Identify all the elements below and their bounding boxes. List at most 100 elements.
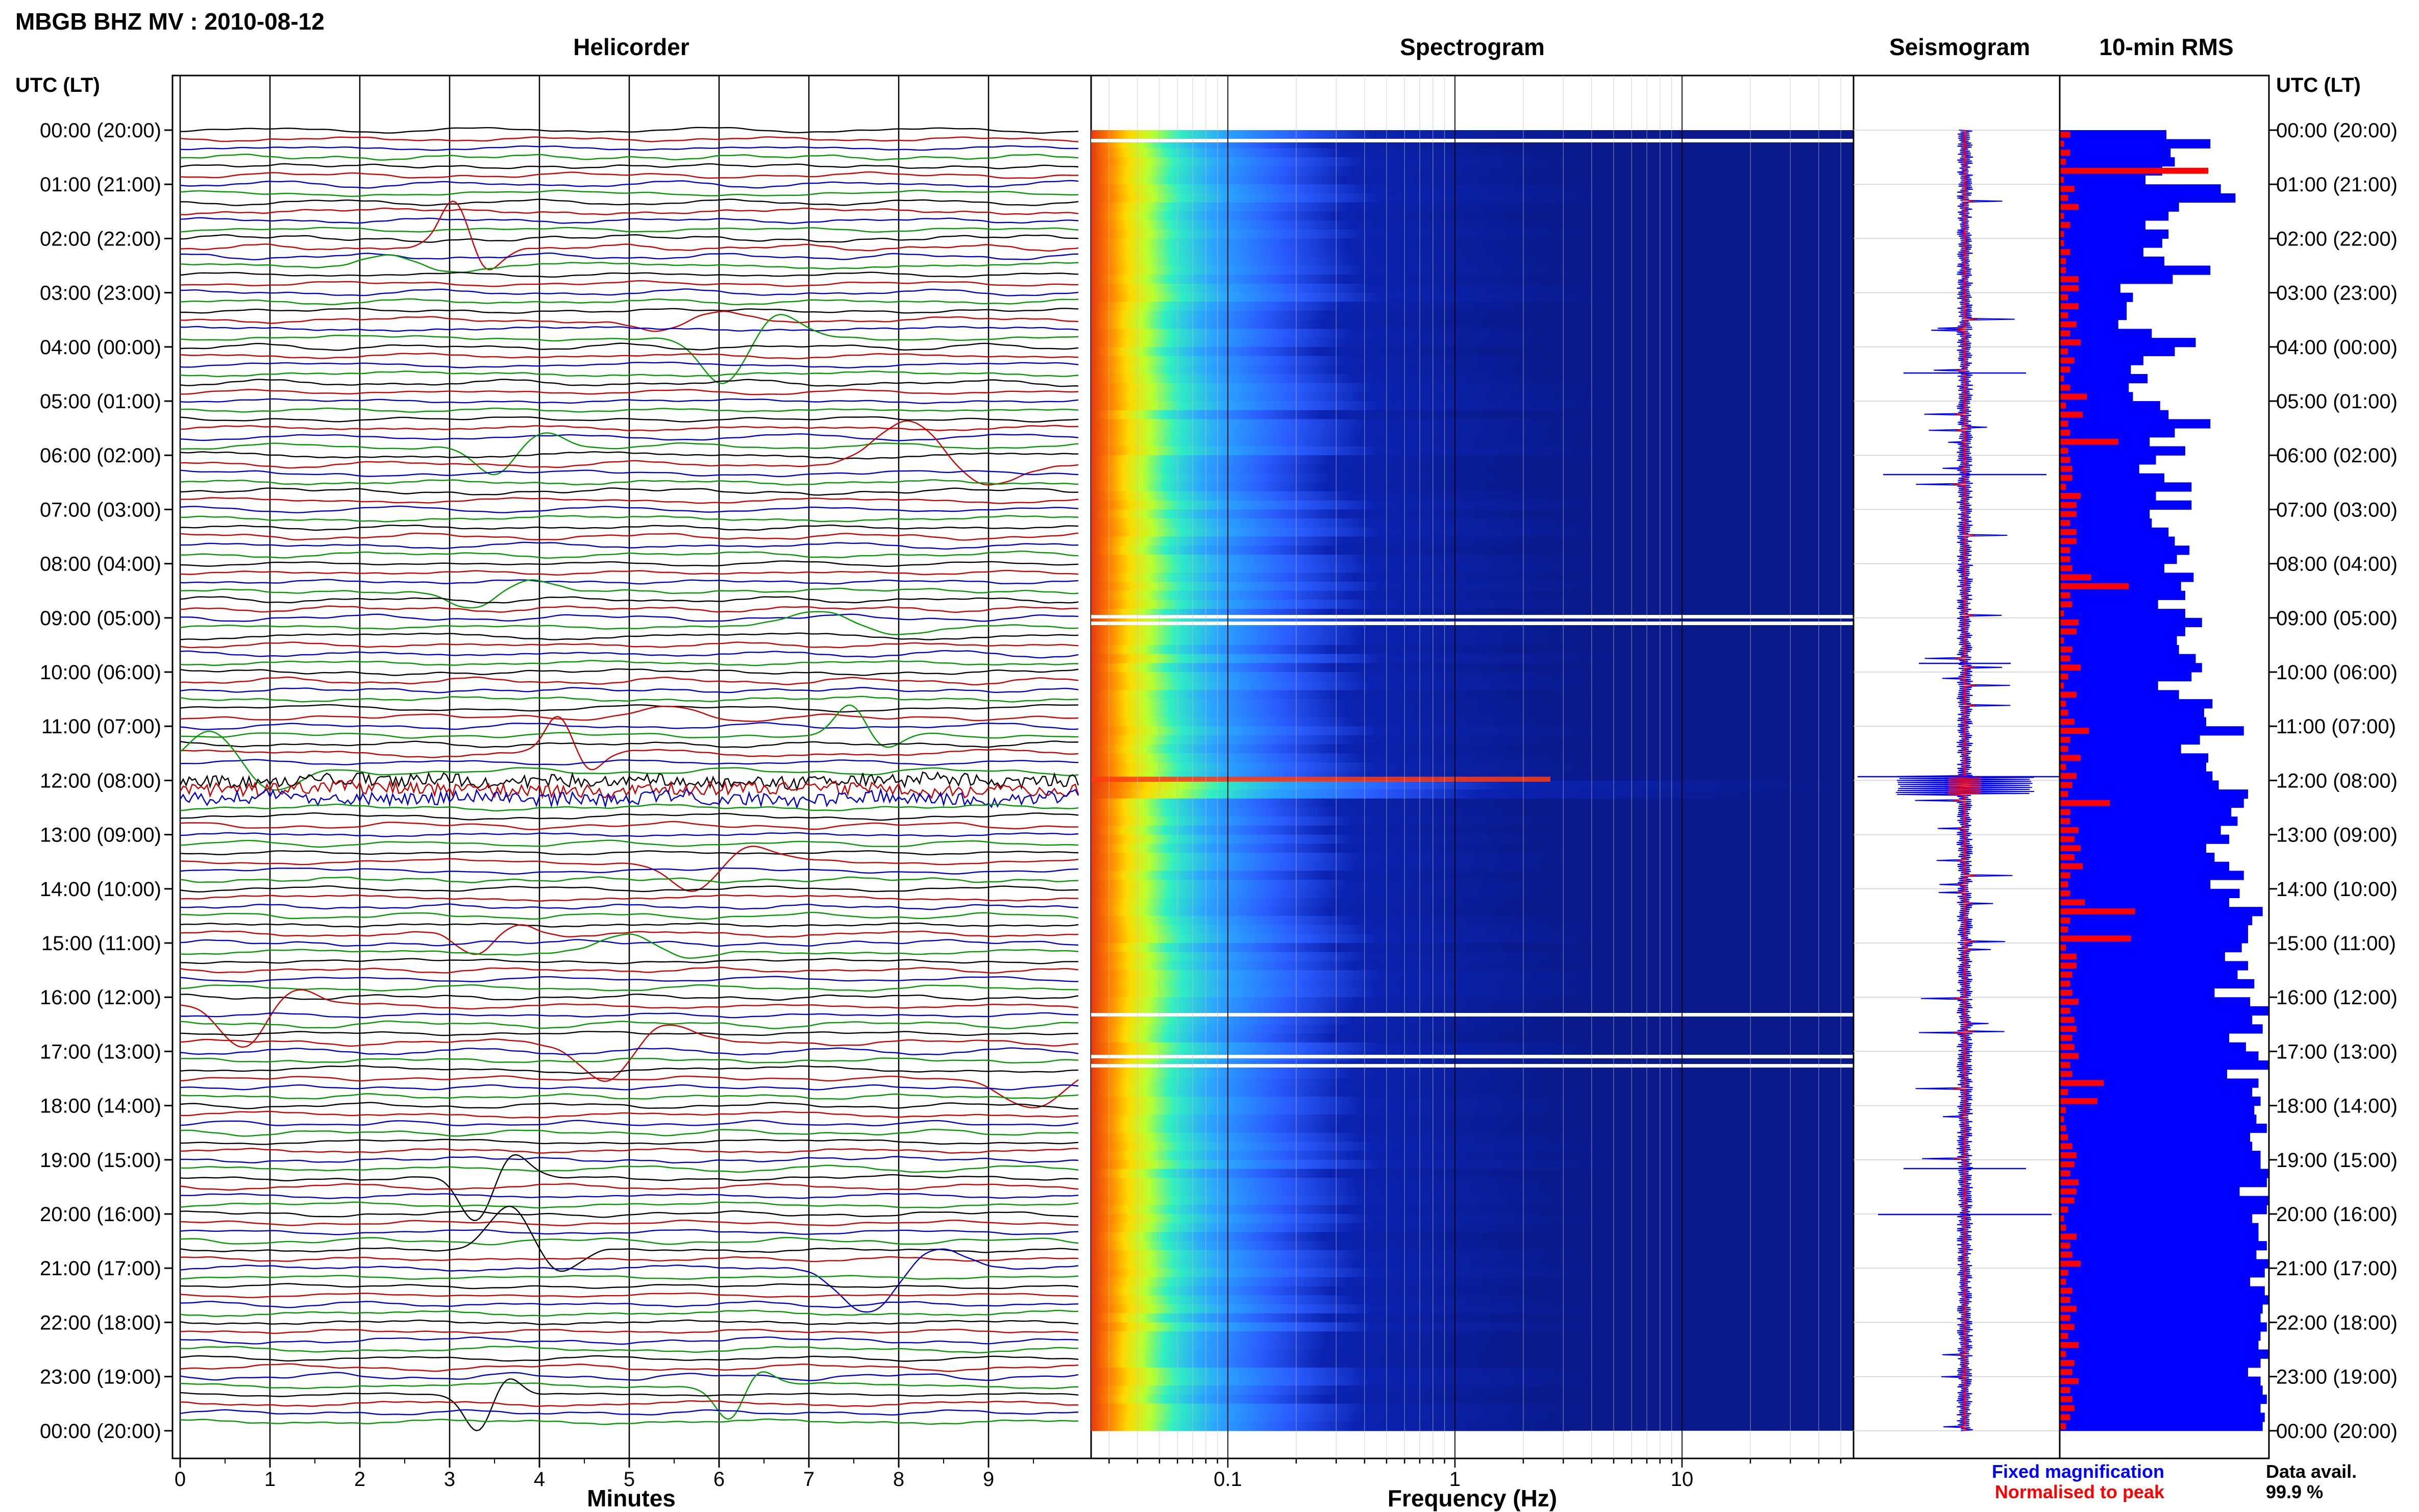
spectrogram-row <box>1091 1186 1577 1197</box>
rms-bar-normalised <box>2060 547 2070 553</box>
spectrogram-row <box>1091 582 1616 591</box>
time-labels-left: 00:00 (20:00) 01:00 (21:00) 02:00 (22:00) 0… <box>40 119 161 1443</box>
rms-bar-normalised <box>2060 493 2081 499</box>
spectrogram-row <box>1091 311 1520 320</box>
time-label-right: 11:00 (07:00) <box>2276 715 2396 738</box>
helicorder-trace <box>180 1220 1078 1226</box>
rms-bar-fixed <box>2060 1340 2259 1350</box>
time-label-right: 17:00 (13:00) <box>2276 1040 2398 1063</box>
spectrogram-row <box>1091 365 1545 375</box>
spectrogram-row <box>1091 952 1590 961</box>
time-label-left: 20:00 (16:00) <box>40 1203 161 1226</box>
time-labels-right: 00:00 (20:00) 01:00 (21:00) 02:00 (22:00) 0… <box>2276 119 2398 1443</box>
spectrogram-row <box>1091 970 1618 980</box>
spectrogram-row <box>1091 1096 1585 1106</box>
spectrogram-row <box>1091 997 1573 1007</box>
helicorder-trace <box>180 1164 1079 1173</box>
time-label-left: 03:00 (23:00) <box>40 282 161 305</box>
rms-bar-normalised <box>2060 375 2064 382</box>
spectrogram-row <box>1091 645 1535 655</box>
spectrogram-row <box>1091 762 1611 772</box>
time-label-right: 03:00 (23:00) <box>2276 282 2398 305</box>
rms-bar-fixed <box>2060 1196 2269 1205</box>
rms-bar-normalised <box>2060 1216 2064 1222</box>
rms-bar-fixed <box>2060 1304 2263 1314</box>
rms-bar-normalised <box>2060 809 2070 815</box>
rms-bar-fixed <box>2060 708 2204 717</box>
helicorder-trace <box>180 660 1079 666</box>
rms-bar-fixed <box>2060 997 2251 1007</box>
rms-bar-fixed <box>2060 1105 2255 1115</box>
rms-bar-fixed <box>2060 1132 2251 1142</box>
rms-bar-normalised <box>2060 249 2070 255</box>
rms-bar-fixed <box>2060 464 2139 474</box>
helicorder-trace <box>180 487 1079 496</box>
rms-bar-normalised <box>2060 159 2066 165</box>
time-label-right: 23:00 (19:00) <box>2276 1366 2398 1389</box>
minute-tick-label: 6 <box>713 1468 725 1491</box>
rms-bar-normalised <box>2060 1071 2072 1077</box>
spectrogram-row <box>1091 211 1539 221</box>
rms-bar-normalised <box>2060 1098 2097 1104</box>
rms-bar-normalised <box>2060 1053 2079 1059</box>
helicorder-trace <box>180 1148 1079 1154</box>
rms-bar-normalised <box>2060 845 2081 851</box>
spectrogram-row <box>1091 256 1572 266</box>
rms-bar-normalised <box>2060 1297 2070 1303</box>
minute-tick-label: 7 <box>803 1468 814 1491</box>
spectrogram-row <box>1091 1159 1619 1170</box>
time-label-right: 14:00 (10:00) <box>2276 878 2398 901</box>
helicorder-trace <box>180 200 1079 270</box>
rms-bar-fixed <box>2060 1395 2267 1404</box>
rms-bar-normalised <box>2060 140 2064 147</box>
helicorder-trace <box>180 353 1079 360</box>
spectrogram-row <box>1091 735 1574 745</box>
rms-bar-normalised <box>2060 1333 2068 1339</box>
spectrogram-row <box>1091 1286 1531 1296</box>
spectrogram-row <box>1091 961 1571 971</box>
rms-bar-normalised <box>2060 1062 2070 1068</box>
spectrogram-row <box>1091 1169 1525 1178</box>
rms-bar-fixed <box>2060 1322 2267 1332</box>
spectrogram-row <box>1091 590 1569 600</box>
rms-bar-normalised <box>2060 240 2064 246</box>
spectrogram-gap <box>1091 622 1854 625</box>
rms-bar-normalised <box>2060 448 2068 454</box>
spectrogram-row <box>1091 446 1613 456</box>
spectrogram-row <box>1091 880 1559 889</box>
rms-bar-fixed <box>2060 1268 2265 1278</box>
spectrogram-row <box>1091 546 1521 555</box>
time-label-left: 23:00 (19:00) <box>40 1366 161 1389</box>
spectrogram-row <box>1091 1395 1518 1404</box>
rms-bar-normalised <box>2060 465 2072 472</box>
rms-bar-normalised <box>2060 177 2064 183</box>
time-label-right: 09:00 (05:00) <box>2276 607 2398 630</box>
rms-bar-fixed <box>2060 491 2156 501</box>
time-label-right: 02:00 (22:00) <box>2276 228 2398 250</box>
helicorder-trace <box>180 505 1079 513</box>
spectrogram-row <box>1091 672 1591 682</box>
rms-bar-fixed <box>2060 961 2248 971</box>
rms-bar-normalised <box>2060 1107 2066 1113</box>
helicorder-trace <box>180 217 1079 224</box>
helicorder-trace <box>180 1012 1079 1019</box>
spectrogram-row <box>1091 130 1607 140</box>
helicorder-trace <box>180 234 1079 243</box>
rms-bar-fixed <box>2060 1259 2269 1269</box>
time-label-right: 19:00 (15:00) <box>2276 1149 2398 1172</box>
rms-bar-fixed <box>2060 374 2148 384</box>
rms-bar-normalised <box>2060 1270 2068 1276</box>
spectrogram-row <box>1091 1376 1600 1386</box>
station-title: MBGB BHZ MV : 2010-08-12 <box>15 8 325 35</box>
rms-bar-normalised <box>2060 330 2070 337</box>
rms-bar-normalised <box>2060 339 2081 345</box>
spectrogram-row <box>1091 681 1601 690</box>
rms-bar-fixed <box>2060 880 2211 889</box>
rms-bar-fixed <box>2060 1277 2251 1287</box>
helicorder-trace <box>180 1210 1078 1218</box>
rms-bar-fixed <box>2060 645 2179 655</box>
spectrogram-row <box>1091 1223 1567 1232</box>
time-label-right: 04:00 (00:00) <box>2276 336 2398 359</box>
rms-bar-fixed <box>2060 356 2143 365</box>
minute-tick-label: 8 <box>893 1468 904 1491</box>
